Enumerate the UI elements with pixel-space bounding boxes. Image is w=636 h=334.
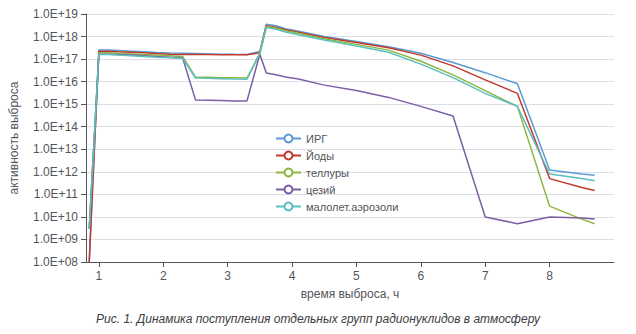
- svg-text:Йоды: Йоды: [306, 150, 334, 162]
- svg-text:ИРГ: ИРГ: [306, 133, 327, 145]
- svg-text:1.0E+17: 1.0E+17: [33, 52, 78, 66]
- svg-text:6: 6: [417, 269, 424, 283]
- svg-text:1.0E+12: 1.0E+12: [33, 165, 78, 179]
- svg-text:Рис. 1. Динамика поступления о: Рис. 1. Динамика поступления отдельных г…: [96, 312, 541, 326]
- svg-text:1.0E+14: 1.0E+14: [33, 120, 78, 134]
- svg-text:цезий: цезий: [306, 184, 335, 196]
- svg-text:1.0E+15: 1.0E+15: [33, 97, 78, 111]
- svg-text:активность выброса: активность выброса: [7, 81, 21, 194]
- svg-text:1.0E+11: 1.0E+11: [34, 187, 78, 201]
- svg-text:3: 3: [224, 269, 231, 283]
- svg-text:1.0E+19: 1.0E+19: [33, 7, 78, 21]
- svg-text:малолет.аэрозоли: малолет.аэрозоли: [306, 201, 398, 213]
- svg-text:1: 1: [96, 269, 103, 283]
- svg-text:2: 2: [160, 269, 167, 283]
- svg-text:8: 8: [546, 269, 553, 283]
- svg-text:5: 5: [353, 269, 360, 283]
- svg-text:1.0E+10: 1.0E+10: [33, 210, 78, 224]
- svg-text:4: 4: [289, 269, 296, 283]
- svg-text:7: 7: [482, 269, 489, 283]
- svg-text:1.0E+13: 1.0E+13: [33, 142, 78, 156]
- svg-text:1.0E+16: 1.0E+16: [33, 75, 78, 89]
- svg-text:1.0E+09: 1.0E+09: [33, 232, 78, 246]
- svg-text:1.0E+08: 1.0E+08: [33, 255, 78, 269]
- svg-text:теллуры: теллуры: [306, 167, 349, 179]
- svg-text:время выброса, ч: время выброса, ч: [301, 287, 400, 301]
- svg-text:1.0E+18: 1.0E+18: [33, 30, 78, 44]
